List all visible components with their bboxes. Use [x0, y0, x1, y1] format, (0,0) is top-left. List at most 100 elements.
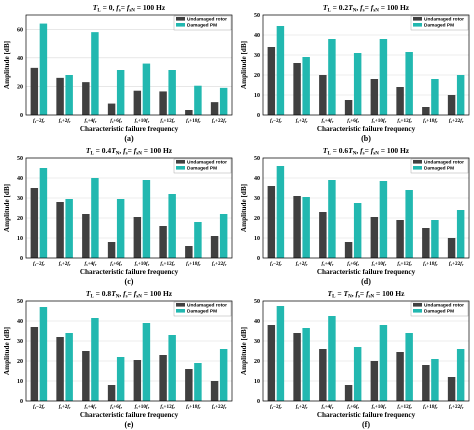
x-tick-label: fs+18fr [186, 261, 201, 267]
legend-swatch-damaged [176, 23, 185, 27]
bar-damaged-pm [328, 180, 336, 258]
y-tick-label: 0 [20, 256, 23, 262]
x-axis-label: Characteristic failure frequency [317, 411, 416, 419]
bar-damaged-pm [456, 75, 465, 115]
x-tick-label: fs+18fr [423, 118, 438, 124]
bar-damaged-pm [142, 180, 151, 258]
x-tick-label: fs+4fr [321, 404, 333, 410]
bar-damaged-pm [168, 335, 176, 401]
x-tick-label: fs+18fr [186, 404, 201, 410]
legend-swatch-undamaged [176, 303, 185, 307]
chart-panel-a: TL = 0, fs= fsN = 100 Hz 0 20 40 60 fs−2fr fs+… [0, 0, 237, 143]
bar-undamaged-rotor [185, 110, 193, 115]
bar-undamaged-rotor [396, 87, 404, 115]
legend-label: Undamaged rotor [187, 160, 227, 166]
bar-undamaged-rotor [210, 381, 219, 401]
bar-undamaged-rotor [133, 90, 142, 115]
bar-undamaged-rotor [293, 196, 301, 258]
y-tick-label: 10 [17, 379, 23, 385]
chart-svg: TL = TN, fs= fsN = 100 Hz 0 10 20 30 40 50 fs−2… [240, 289, 470, 429]
y-axis-label: Amplitude [dB] [3, 327, 11, 375]
bar-damaged-pm [91, 32, 99, 116]
bar-undamaged-rotor [133, 217, 142, 258]
legend-label: Damaged PM [424, 309, 454, 315]
legend-label: Damaged PM [424, 166, 454, 172]
legend-label: Undamaged rotor [424, 160, 464, 166]
bar-undamaged-rotor [56, 337, 64, 401]
legend-label: Undamaged rotor [187, 17, 227, 23]
bar-damaged-pm [194, 222, 202, 258]
x-tick-label: fs+12fr [397, 118, 412, 124]
y-tick-label: 0 [257, 399, 260, 405]
x-tick-label: fs+2fr [59, 404, 71, 410]
bar-damaged-pm [65, 199, 73, 258]
bar-damaged-pm [353, 53, 362, 115]
y-tick-label: 0 [20, 399, 23, 405]
bar-damaged-pm [65, 75, 73, 115]
y-tick-label: 20 [254, 359, 260, 365]
bar-undamaged-rotor [422, 365, 430, 401]
y-tick-label: 40 [254, 176, 260, 182]
y-tick-label: 40 [17, 56, 23, 62]
bar-undamaged-rotor [30, 67, 39, 115]
bar-undamaged-rotor [82, 214, 90, 258]
x-tick-label: fs+4fr [321, 261, 333, 267]
bar-undamaged-rotor [56, 202, 64, 258]
bar-damaged-pm [91, 178, 99, 258]
y-axis-label: Amplitude [dB] [240, 327, 248, 375]
bar-damaged-pm [379, 39, 388, 115]
legend-swatch-damaged [413, 23, 422, 27]
chart-svg: TL = 0.2TN, fs= fsN = 100 Hz 0 10 20 30 40 50 f… [240, 3, 470, 143]
panel-label: (d) [361, 277, 371, 286]
y-tick-label: 40 [17, 176, 23, 182]
legend-box [173, 158, 232, 174]
bar-undamaged-rotor [319, 75, 327, 115]
y-tick-label: 0 [257, 113, 260, 119]
bar-undamaged-rotor [82, 351, 90, 401]
legend-swatch-undamaged [176, 160, 185, 164]
x-axis-label: Characteristic failure frequency [80, 268, 179, 276]
x-tick-label: fs+10fr [135, 261, 150, 267]
bar-damaged-pm [142, 323, 151, 401]
bar-damaged-pm [276, 306, 285, 401]
legend-box [173, 301, 232, 317]
x-tick-label: fs+6fr [347, 118, 359, 124]
bar-damaged-pm [116, 70, 125, 115]
y-axis-label: Amplitude [dB] [240, 41, 248, 89]
y-tick-label: 50 [17, 299, 23, 305]
y-tick-label: 10 [17, 236, 23, 242]
bar-damaged-pm [405, 190, 413, 258]
x-axis-label: Characteristic failure frequency [80, 125, 179, 133]
bar-undamaged-rotor [267, 186, 276, 258]
x-tick-label: fs+6fr [347, 404, 359, 410]
legend-box [173, 15, 232, 31]
x-tick-label: fs+10fr [372, 404, 387, 410]
bar-undamaged-rotor [159, 91, 167, 115]
legend-swatch-damaged [176, 166, 185, 170]
x-tick-label: fs+4fr [84, 118, 96, 124]
y-tick-label: 10 [254, 379, 260, 385]
legend-swatch-undamaged [176, 17, 185, 21]
bar-damaged-pm [194, 85, 202, 115]
y-axis-label: Amplitude [dB] [3, 184, 11, 232]
x-tick-label: fs+6fr [110, 261, 122, 267]
bar-damaged-pm [302, 57, 310, 115]
bar-damaged-pm [353, 347, 362, 401]
bar-undamaged-rotor [267, 47, 276, 115]
x-tick-label: fs+22fr [212, 261, 227, 267]
bar-undamaged-rotor [396, 352, 404, 401]
legend-label: Undamaged rotor [424, 17, 464, 23]
bar-damaged-pm [116, 199, 125, 258]
x-tick-label: fs−2fr [270, 404, 282, 410]
chart-svg: TL = 0.6TN, fs= fsN = 100 Hz 0 10 20 30 40 50 f… [240, 146, 470, 286]
bar-undamaged-rotor [30, 327, 39, 401]
bar-damaged-pm [405, 333, 413, 401]
chart-title: TL = 0.8TN, fs= fsN = 100 Hz [86, 289, 173, 300]
y-tick-label: 20 [17, 216, 23, 222]
x-tick-label: fs+12fr [397, 404, 412, 410]
bar-undamaged-rotor [185, 246, 193, 258]
bar-undamaged-rotor [447, 377, 456, 401]
bar-damaged-pm [431, 220, 439, 258]
bar-damaged-pm [431, 79, 439, 115]
legend-swatch-damaged [176, 309, 185, 313]
